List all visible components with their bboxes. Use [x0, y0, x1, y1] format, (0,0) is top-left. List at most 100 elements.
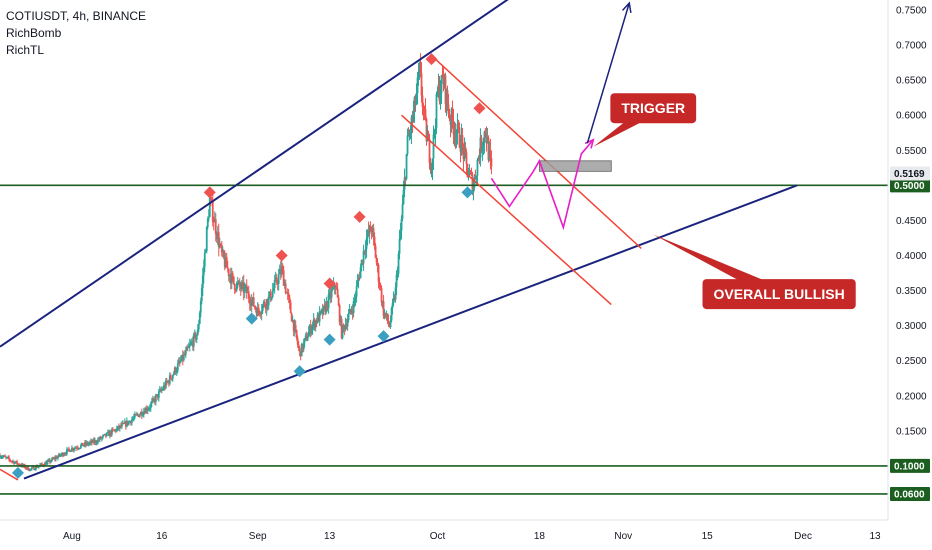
candle-body	[197, 323, 200, 330]
candle-body	[248, 298, 251, 304]
candle-body	[32, 466, 34, 468]
candle-body	[129, 421, 132, 424]
candle-body	[437, 84, 440, 93]
candle-body	[377, 265, 380, 282]
sell-marker	[203, 186, 216, 199]
candle-body	[49, 459, 51, 463]
candle-body	[393, 297, 396, 300]
indicator-richbomb[interactable]: RichBomb	[6, 26, 62, 40]
candle-body	[212, 221, 215, 223]
candle-body	[99, 436, 102, 439]
candle-body	[285, 292, 288, 294]
candle-body	[73, 449, 75, 451]
candle-body	[261, 305, 264, 311]
candle-body	[157, 391, 160, 398]
indicator-richtl[interactable]: RichTL	[6, 43, 45, 57]
candle-body	[237, 281, 240, 283]
candle-body	[35, 466, 37, 470]
candle-body	[143, 411, 146, 414]
candle-body	[369, 226, 372, 232]
candle-body	[448, 114, 451, 119]
candle-body	[187, 346, 190, 348]
candle-body	[274, 277, 277, 281]
buy-marker	[377, 330, 390, 343]
candle-body	[303, 338, 306, 343]
candle-body	[239, 286, 242, 289]
candle-body	[277, 274, 280, 284]
candle-body	[380, 288, 383, 303]
candle-body	[235, 283, 238, 291]
candle-body	[482, 142, 485, 147]
candle-body	[135, 414, 138, 416]
candle-body	[79, 447, 81, 449]
candle-body	[282, 270, 285, 286]
candle-body	[323, 304, 326, 306]
candle-body	[283, 283, 286, 286]
trendlines	[0, 0, 798, 481]
candle-body	[71, 447, 73, 451]
candle-body	[65, 453, 67, 455]
candle-body	[408, 132, 411, 137]
candle-body	[347, 313, 350, 321]
candle-body	[485, 133, 488, 144]
candle-body	[247, 291, 250, 299]
candle-body	[37, 466, 39, 468]
candle-body	[145, 408, 148, 411]
candle-body	[431, 158, 434, 169]
candle-body	[90, 440, 93, 443]
candle-body	[440, 75, 443, 94]
candle-body	[95, 442, 98, 444]
candle-body	[216, 232, 219, 240]
candle-body	[160, 389, 163, 391]
candle-body	[272, 288, 275, 291]
candle-body	[307, 331, 310, 338]
candle-body	[293, 324, 296, 332]
candle-body	[429, 162, 432, 170]
candle-body	[12, 461, 14, 463]
candle-body	[107, 431, 110, 436]
candle-body	[411, 117, 414, 121]
candle-body	[255, 309, 258, 317]
candle-body	[176, 363, 179, 371]
candle-body	[89, 440, 92, 443]
candle-body	[456, 123, 459, 134]
candle-body	[80, 445, 82, 448]
candle-body	[200, 288, 203, 302]
candle-body	[421, 95, 424, 107]
candle-body	[335, 287, 338, 289]
y-tick-label: 0.6500	[896, 76, 927, 87]
candle-body	[1, 457, 3, 459]
candle-body	[170, 378, 173, 380]
candle-body	[249, 303, 252, 306]
candle-body	[121, 423, 124, 425]
candle-body	[382, 301, 385, 317]
candle-body	[244, 285, 247, 288]
candle-body	[169, 375, 172, 379]
candle-body	[106, 431, 109, 433]
candle-body	[233, 284, 236, 290]
candle-body	[487, 137, 490, 160]
candle-body	[326, 301, 329, 308]
candle-body	[436, 92, 439, 94]
x-tick-label: Aug	[63, 531, 81, 542]
candle-body	[370, 231, 373, 233]
candle-body	[5, 456, 7, 458]
ascending-channel-top	[0, 0, 509, 348]
candle-body	[185, 347, 188, 351]
candle-body	[312, 319, 315, 325]
candle-body	[161, 389, 164, 391]
candle-body	[449, 118, 452, 125]
candle-body	[162, 385, 165, 390]
candle-body	[453, 132, 456, 135]
candle-body	[44, 462, 46, 466]
candle-body	[299, 351, 302, 357]
candle-body	[266, 299, 269, 306]
candle-body	[88, 442, 91, 444]
candle-body	[305, 335, 308, 341]
breakout-arrow	[586, 2, 630, 144]
candle-body	[466, 163, 469, 178]
candle-body	[68, 448, 70, 450]
candle-body	[57, 456, 59, 459]
